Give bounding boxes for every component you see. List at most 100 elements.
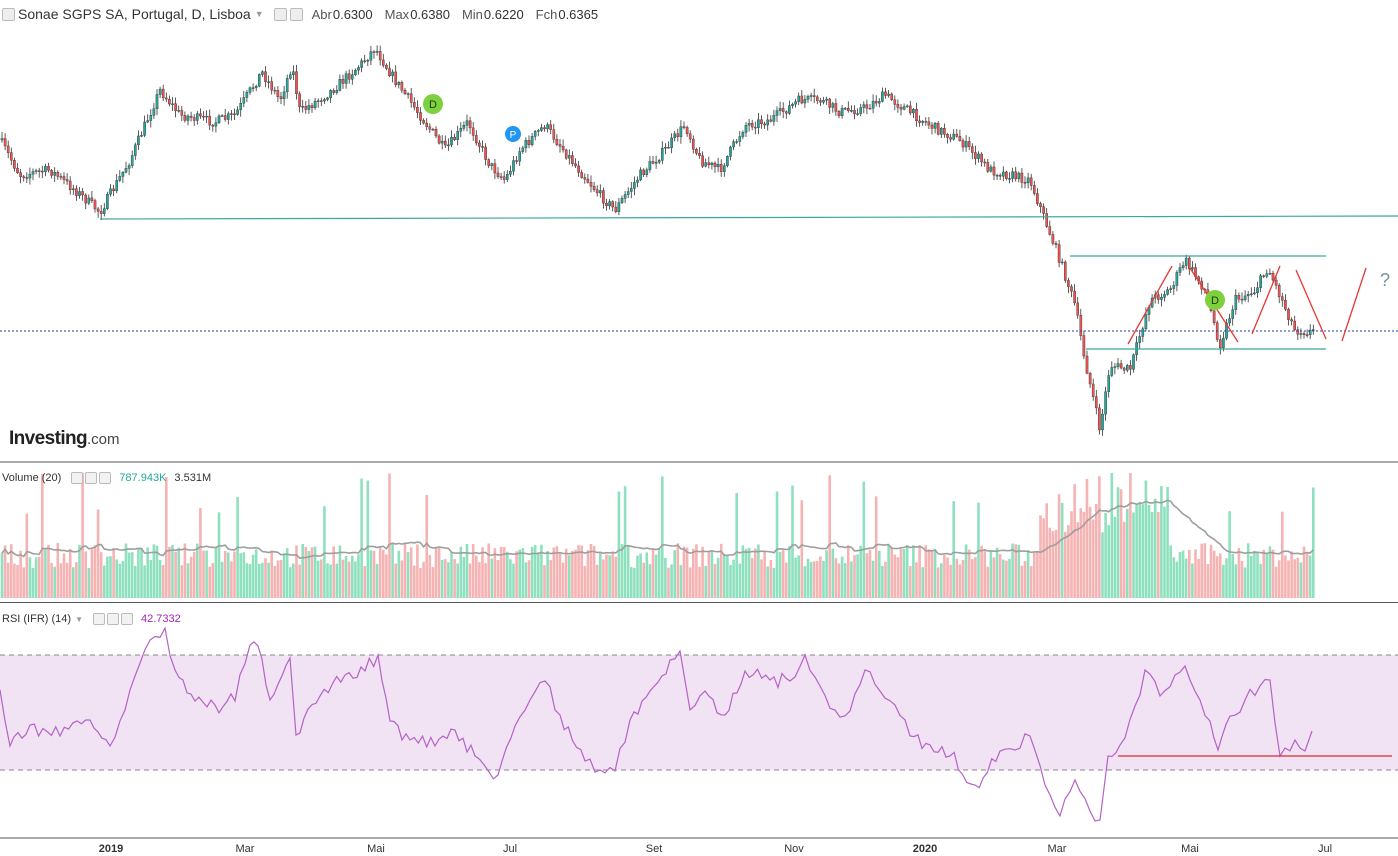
volume-bar <box>233 551 236 598</box>
volume-bar <box>196 543 199 598</box>
candle-body <box>267 81 270 83</box>
candle-body <box>112 188 115 192</box>
candle-body <box>766 119 769 126</box>
volume-bar <box>716 557 720 598</box>
candle-body <box>450 137 453 146</box>
volume-bar <box>130 552 134 598</box>
volume-bar <box>633 567 636 598</box>
candle-body <box>744 125 748 133</box>
candle-body <box>146 120 150 123</box>
eye-icon[interactable] <box>273 7 287 21</box>
candle-body <box>99 211 103 214</box>
pattern-annotations[interactable] <box>1127 265 1367 345</box>
candle-body <box>499 176 503 178</box>
volume-bar <box>298 564 301 598</box>
candle-body <box>980 153 983 163</box>
candle-body <box>890 93 893 101</box>
volume-bar <box>1184 558 1188 598</box>
candle-body <box>1246 294 1250 297</box>
symbol-title[interactable]: Sonae SGPS SA, Portugal, D, Lisboa <box>18 6 251 22</box>
candle-body <box>462 124 466 129</box>
volume-bar <box>592 545 596 598</box>
volume-bar <box>282 553 286 598</box>
dividend-marker[interactable]: D <box>423 94 443 114</box>
candle-body <box>639 169 642 181</box>
candle-body <box>127 165 131 169</box>
volume-bar <box>940 563 943 598</box>
candle-body <box>28 173 32 179</box>
candle-body <box>34 170 38 172</box>
candle-body <box>521 147 525 152</box>
candle-body <box>378 51 382 61</box>
settings-icon[interactable] <box>289 7 303 21</box>
candle-body <box>881 91 884 102</box>
settings-icon[interactable] <box>106 613 119 625</box>
volume-bar <box>785 562 788 598</box>
close-icon[interactable] <box>99 472 112 484</box>
placeholder-marker[interactable]: P <box>505 126 521 142</box>
eye-icon[interactable] <box>92 613 105 625</box>
settings-icon[interactable] <box>85 472 98 484</box>
volume-bar <box>1271 549 1275 598</box>
rsi-chart[interactable] <box>0 603 1398 839</box>
candle-body <box>1237 295 1241 300</box>
candle-body <box>657 160 661 163</box>
candle-body <box>1181 265 1185 268</box>
chevron-down-icon[interactable]: ▼ <box>75 614 83 624</box>
volume-bar <box>949 564 952 598</box>
volume-bar <box>887 544 890 598</box>
candle-body <box>1091 383 1095 397</box>
candle-body <box>351 74 354 80</box>
candle-body <box>50 170 53 176</box>
volume-bar <box>75 562 78 598</box>
volume-bar <box>679 565 683 598</box>
volume-bar <box>499 547 503 598</box>
candle-body <box>1253 292 1256 295</box>
volume-bar <box>1243 567 1247 598</box>
candle-body <box>698 153 701 156</box>
candle-body <box>837 111 841 117</box>
candle-body <box>1262 275 1265 277</box>
candle-body <box>65 179 69 182</box>
candle-body <box>1122 367 1126 371</box>
candle-body <box>626 191 630 195</box>
dividend-marker-2[interactable]: D <box>1205 290 1225 310</box>
candle-body <box>1302 333 1306 335</box>
candle-body <box>130 155 134 166</box>
candle-body <box>245 92 249 98</box>
collapse-icon[interactable] <box>2 7 15 21</box>
volume-bar <box>515 551 518 598</box>
candle-body <box>226 113 230 120</box>
volume-bar <box>1206 564 1210 598</box>
x-tick-label: Jul <box>1317 843 1333 855</box>
support-trendline[interactable] <box>99 215 1398 220</box>
chevron-down-icon[interactable]: ▼ <box>254 9 264 19</box>
candle-body <box>794 101 797 105</box>
volume-bar <box>580 545 583 598</box>
volume-bar <box>307 551 311 598</box>
volume-bar <box>871 560 875 598</box>
candle-body <box>310 105 314 108</box>
eye-icon[interactable] <box>71 472 84 484</box>
candle-body <box>1082 335 1086 357</box>
price-chart[interactable]: ? D P D <box>0 0 1398 463</box>
candle-body <box>1277 284 1281 297</box>
close-icon[interactable] <box>120 613 133 625</box>
candle-body <box>53 172 56 176</box>
volume-chart[interactable] <box>0 463 1398 603</box>
volume-bar <box>394 563 397 598</box>
volume-bar <box>648 564 652 598</box>
candle-body <box>561 146 565 151</box>
candle-body <box>1067 280 1070 287</box>
volume-bar <box>558 553 562 598</box>
candle-body <box>1048 226 1052 235</box>
candle-body <box>320 100 323 102</box>
volume-bar <box>475 555 478 598</box>
candle-body <box>456 131 460 140</box>
rsi-title[interactable]: RSI (IFR) (14) <box>2 613 72 625</box>
candle-body <box>239 103 243 111</box>
volume-bar <box>1172 557 1176 598</box>
volume-bar <box>1290 551 1293 598</box>
volume-title[interactable]: Volume (20) <box>2 472 62 484</box>
volume-bar <box>695 544 698 598</box>
